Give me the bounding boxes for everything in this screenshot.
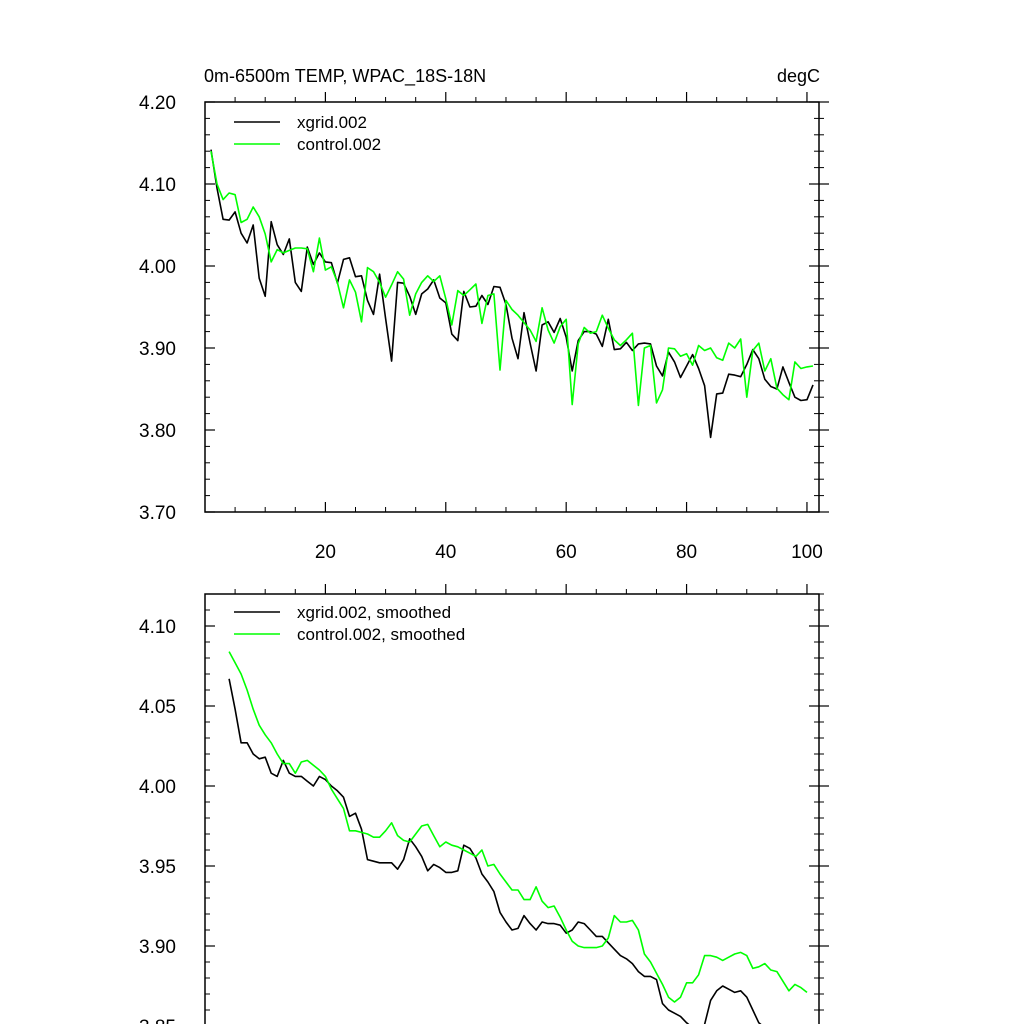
plot-frame <box>204 101 820 513</box>
legend: xgrid.002, smoothed control.002, smoothe… <box>234 603 465 644</box>
bottom-chart-panel: 3.85 3.90 3.95 4.00 4.05 4.10 xgrid.002, smoo… <box>139 584 829 1024</box>
series-line-control-smoothed <box>228 651 808 1003</box>
y-tick-label: 4.05 <box>139 697 176 718</box>
y-tick-label: 3.90 <box>139 937 176 958</box>
series-line-xgrid <box>210 149 814 439</box>
x-tick-label: 20 <box>315 542 336 563</box>
x-tick-label: 80 <box>676 542 697 563</box>
x-tick-label: 40 <box>435 542 456 563</box>
series-line-xgrid-smoothed <box>228 678 762 1024</box>
y-tick-label: 4.00 <box>139 777 176 798</box>
axis-ticks <box>205 584 829 1011</box>
x-tick-label: 100 <box>791 542 823 563</box>
x-tick-labels: 20 40 60 80 100 <box>315 542 823 563</box>
legend-label-xgrid-smoothed: xgrid.002, smoothed <box>297 603 451 622</box>
y-tick-label: 3.95 <box>139 857 176 878</box>
y-tick-label: 4.10 <box>139 175 176 196</box>
axis-ticks <box>205 92 829 513</box>
series-lines <box>210 149 814 439</box>
legend-label-xgrid: xgrid.002 <box>297 113 367 132</box>
y-tick-label: 3.70 <box>139 503 176 524</box>
y-tick-labels: 3.70 3.80 3.90 4.00 4.10 4.20 <box>139 93 176 524</box>
units-label: degC <box>777 66 820 86</box>
legend-label-control: control.002 <box>297 135 381 154</box>
y-tick-label: 4.10 <box>139 617 176 638</box>
legend-label-control-smoothed: control.002, smoothed <box>297 625 465 644</box>
y-tick-label: 4.20 <box>139 93 176 114</box>
top-chart-panel: 0m-6500m TEMP, WPAC_18S-18N degC 3.70 3.8… <box>139 66 829 563</box>
y-tick-labels: 3.85 3.90 3.95 4.00 4.05 4.10 <box>139 617 176 1024</box>
series-line-control <box>210 151 814 407</box>
x-tick-label: 60 <box>556 542 577 563</box>
plot-frame <box>204 593 820 1024</box>
y-tick-label: 3.80 <box>139 421 176 442</box>
legend: xgrid.002 control.002 <box>234 113 381 154</box>
y-tick-label: 3.85 <box>139 1017 176 1024</box>
series-lines <box>228 651 808 1024</box>
y-tick-label: 3.90 <box>139 339 176 360</box>
chart-title: 0m-6500m TEMP, WPAC_18S-18N <box>204 66 486 87</box>
y-tick-label: 4.00 <box>139 257 176 278</box>
